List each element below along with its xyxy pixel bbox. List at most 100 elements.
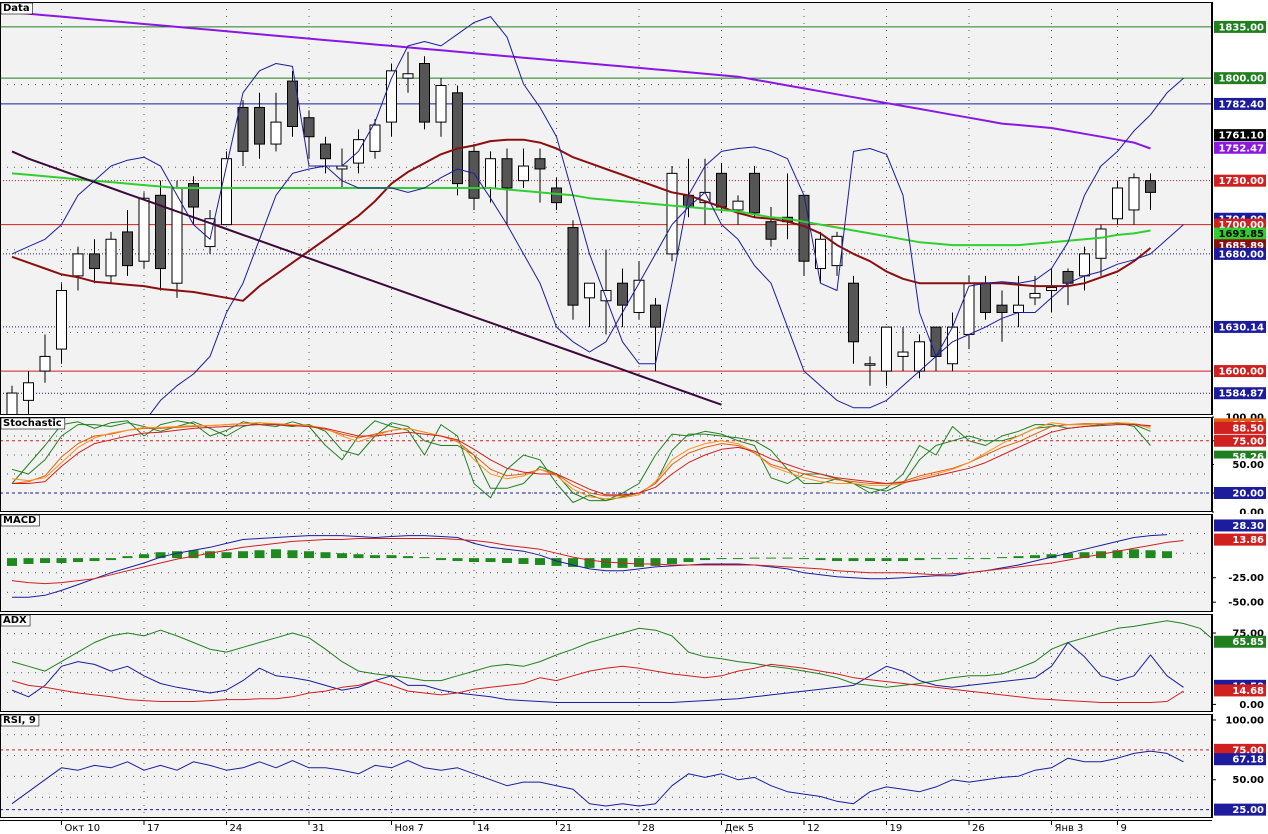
candle[interactable] [39,334,51,383]
candle-body [617,282,628,306]
candle[interactable] [237,100,249,167]
candle[interactable] [468,144,480,210]
value-tag: 65.85 [1214,635,1266,648]
candle[interactable] [501,148,513,225]
panel-title: RSI, 9 [0,714,40,727]
value-tag: 13.86 [1214,533,1266,546]
candle-body [980,282,991,313]
candle[interactable] [1112,180,1123,225]
candle-body [551,187,562,204]
candle[interactable] [23,371,34,415]
candle[interactable] [1128,173,1140,225]
candle[interactable] [254,92,265,159]
histogram-bar [172,551,182,559]
candle[interactable] [72,246,84,291]
value-tag-label: 88.50 [1232,423,1264,434]
candle[interactable] [897,327,909,372]
histogram-bar [139,554,149,559]
candle[interactable] [6,385,18,430]
candle[interactable] [1145,173,1156,210]
panel-macd[interactable]: MACD -50.00 -25.00 28.30 13.86 [0,514,1268,612]
candle[interactable] [435,78,447,137]
candle[interactable] [633,261,645,320]
candle-body [567,227,579,306]
histogram-bar [667,558,677,564]
candle-body [72,253,84,277]
candle[interactable] [666,166,678,262]
candle[interactable] [56,283,67,364]
candle-body [6,392,18,415]
panel-title: Stochastic [0,417,66,430]
panel-title: MACD [0,514,40,527]
value-tag-label: 1761.10 [1218,131,1264,142]
candle-body [320,143,331,160]
value-tag: 20.00 [1214,487,1266,500]
candle[interactable] [419,56,430,130]
value-tag: 14.68 [1214,684,1266,697]
candle-body [1112,187,1123,220]
candle[interactable] [320,136,331,174]
candle[interactable] [881,326,892,386]
histogram-bar [584,558,595,568]
histogram-bar [1046,554,1057,559]
candle[interactable] [1095,224,1107,276]
candle[interactable] [765,207,777,247]
histogram-bar [601,558,611,568]
histogram-bar [502,558,512,563]
value-tag-label: 75.00 [1232,745,1264,756]
candle[interactable] [138,192,150,269]
candle[interactable] [864,356,876,386]
candle[interactable] [1046,268,1057,313]
candle[interactable] [996,290,1008,342]
candle[interactable] [369,119,381,159]
histogram-bar [320,552,331,559]
price-axis [1212,2,1268,415]
plot-area[interactable] [0,714,1212,818]
histogram-bar [238,551,248,559]
candle[interactable] [171,180,183,298]
candle[interactable] [89,239,100,284]
panel-border [0,417,1212,512]
histogram-bar [485,558,496,563]
candle[interactable] [303,110,315,159]
panel-border [0,614,1212,712]
candle[interactable] [105,231,117,284]
panel-stochastic[interactable]: Stochastic0.0020.0050.0075.00100.00100.0… [0,411,1268,519]
plot-area[interactable] [0,417,1212,512]
candle[interactable] [732,195,744,225]
candle[interactable] [600,249,612,335]
candle-body [287,80,298,127]
candle[interactable] [534,148,546,203]
candle[interactable] [518,148,529,188]
candle-body [1145,180,1156,193]
plot-area[interactable] [0,2,1212,415]
histogram-bar [1063,553,1073,559]
candle[interactable] [402,51,414,93]
candle[interactable] [204,209,216,254]
value-tag: 1600.00 [1214,365,1266,378]
value-tag-label: 58.26 [1232,452,1264,463]
candle[interactable] [122,209,133,276]
indicator-line [11,538,1184,585]
candle[interactable] [287,70,298,137]
candle[interactable] [386,63,397,137]
value-tag-label: 25.00 [1232,805,1264,816]
candle[interactable] [584,282,595,328]
histogram-bar [1162,551,1172,559]
candle[interactable] [270,92,282,152]
candle[interactable] [567,220,579,320]
candle[interactable] [650,297,661,372]
value-tag: 1630.14 [1214,320,1266,333]
value-tag-label: 1730.00 [1218,176,1264,187]
candle[interactable] [848,275,859,364]
candle-body [155,194,166,270]
candle[interactable] [749,166,760,218]
candle[interactable] [452,85,463,196]
candle[interactable] [155,180,166,291]
candle-body [584,282,595,299]
candle[interactable] [617,268,628,328]
